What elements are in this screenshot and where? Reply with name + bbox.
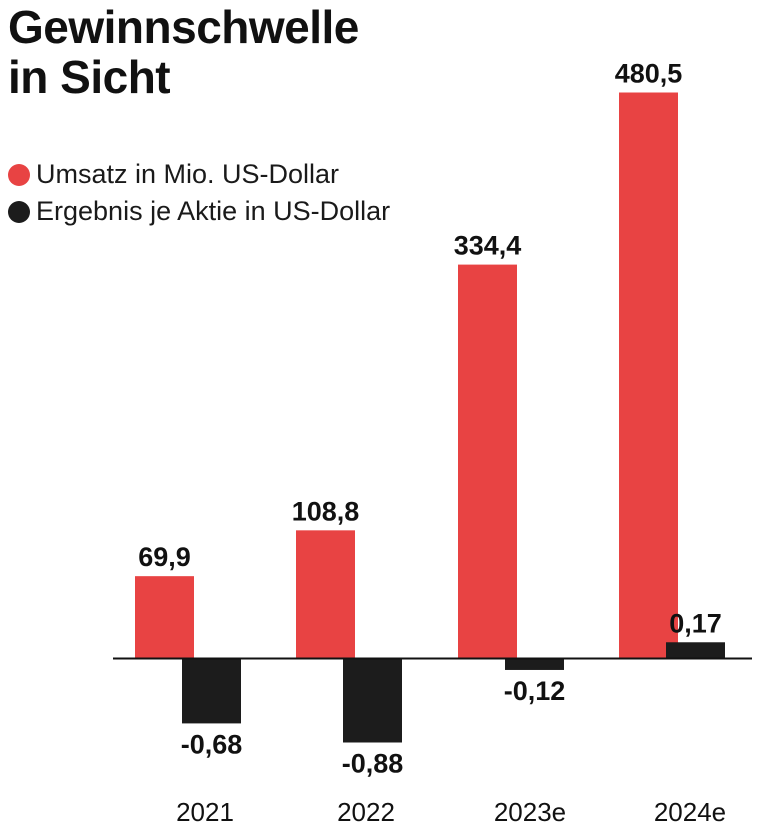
chart-title-line-2: in Sicht [8, 51, 171, 103]
bar-eps-2021 [182, 658, 241, 724]
data-label-revenue-2023e: 334,4 [454, 231, 522, 261]
bar-eps-2023e [505, 658, 564, 670]
data-label-revenue-2022: 108,8 [292, 496, 360, 526]
data-label-revenue-2024e: 480,5 [615, 59, 683, 89]
legend-label-eps: Ergebnis je Aktie in US-Dollar [36, 196, 391, 226]
data-label-revenue-2021: 69,9 [138, 542, 191, 572]
legend-item-revenue: Umsatz in Mio. US-Dollar [8, 156, 390, 193]
x-tick-label-2021: 2021 [176, 797, 234, 827]
x-tick-label-2024e: 2024e [654, 797, 726, 827]
x-tick-label-2023e: 2023e [494, 797, 566, 827]
data-label-eps-2021: -0,68 [181, 729, 243, 759]
bar-revenue-2024e [619, 92, 678, 659]
chart-title: Gewinnschwelle in Sicht [8, 2, 359, 102]
bar-revenue-2023e [458, 264, 517, 659]
legend-label-revenue: Umsatz in Mio. US-Dollar [36, 159, 340, 189]
bar-eps-2022 [343, 658, 402, 743]
data-label-eps-2023e: -0,12 [504, 676, 566, 706]
bar-revenue-2021 [135, 576, 194, 659]
x-tick-label-2022: 2022 [337, 797, 395, 827]
legend-swatch-eps [8, 200, 30, 223]
bar-eps-2024e [666, 642, 725, 659]
legend-swatch-revenue [8, 163, 30, 186]
chart-title-line-1: Gewinnschwelle [8, 1, 359, 53]
bar-revenue-2022 [296, 530, 355, 659]
legend: Umsatz in Mio. US-Dollar Ergebnis je Akt… [8, 156, 390, 230]
data-label-eps-2024e: 0,17 [669, 608, 722, 638]
legend-item-eps: Ergebnis je Aktie in US-Dollar [8, 193, 390, 230]
data-label-eps-2022: -0,88 [342, 749, 404, 779]
